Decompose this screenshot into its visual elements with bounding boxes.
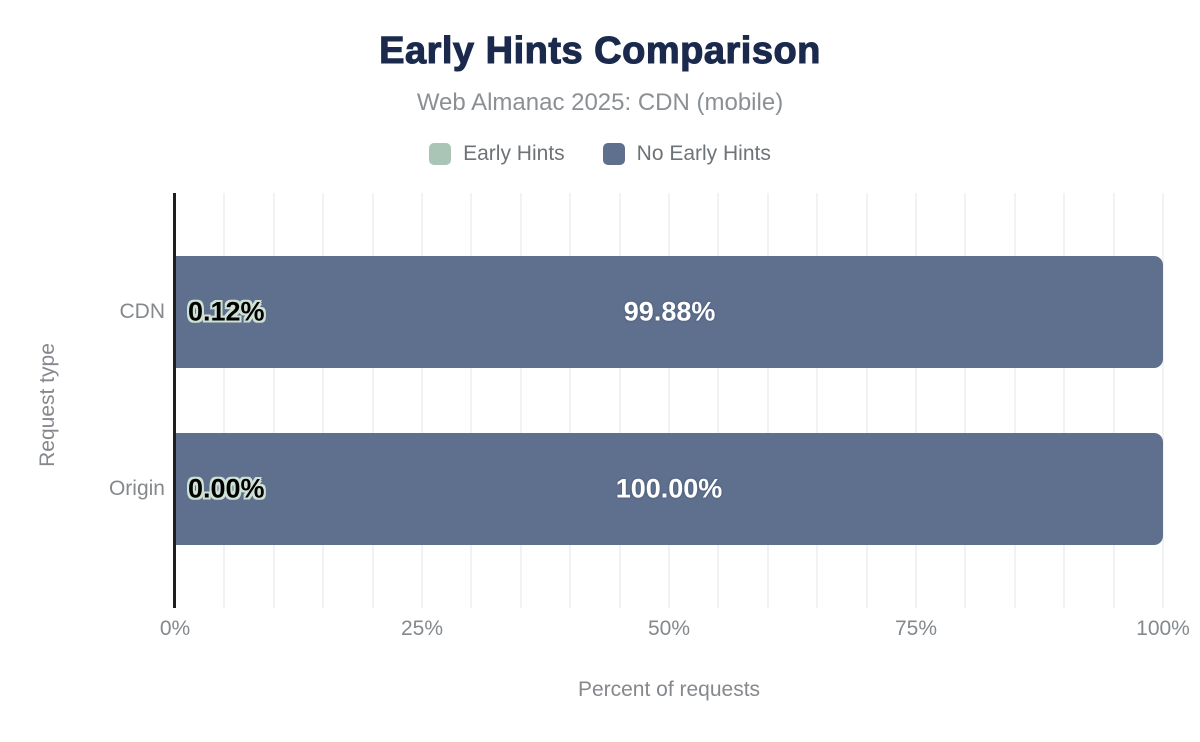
gridline (766, 193, 769, 608)
gridline (915, 193, 917, 608)
gridline (1162, 193, 1164, 608)
gridline (470, 193, 473, 608)
gridline (569, 193, 572, 608)
data-label-early-hints: 0.00% (188, 473, 265, 504)
gridline (519, 193, 522, 608)
legend-item-early-hints[interactable]: Early Hints (429, 142, 565, 166)
legend-label-early-hints: Early Hints (463, 142, 565, 165)
x-tick-label: 0% (159, 617, 191, 640)
gridline (717, 193, 720, 608)
category-label-cdn: CDN (119, 300, 166, 323)
category-label-origin: Origin (108, 477, 165, 500)
bar-row-cdn[interactable]: 0.12% 99.88% (175, 256, 1163, 368)
gridline (272, 193, 275, 608)
legend-swatch-early-hints-icon (429, 143, 452, 165)
gridline (668, 193, 670, 608)
x-tick-label: 25% (400, 617, 444, 640)
bar-segment-no-early-hints[interactable] (175, 433, 1163, 545)
legend-label-no-early-hints: No Early Hints (636, 142, 771, 165)
legend-swatch-no-early-hints-icon (602, 143, 625, 165)
data-label-early-hints: 0.12% (188, 296, 265, 327)
gridline (371, 193, 374, 608)
legend-item-no-early-hints[interactable]: No Early Hints (602, 142, 771, 166)
gridline (223, 193, 226, 608)
x-tick-label: 100% (1136, 617, 1190, 640)
x-tick-label: 50% (647, 617, 691, 640)
gridline (865, 193, 868, 608)
y-axis-line (173, 193, 176, 608)
gridline (421, 193, 423, 608)
x-axis-title: Percent of requests (577, 678, 761, 701)
gridline (1013, 193, 1016, 608)
legend: Early Hints No Early Hints (0, 142, 1200, 166)
chart-title: Early Hints Comparison (379, 29, 821, 72)
gridline (1112, 193, 1115, 608)
gridline (322, 193, 325, 608)
chart-subtitle: Web Almanac 2025: CDN (mobile) (416, 89, 784, 116)
y-axis-title: Request type (36, 343, 59, 467)
bar-segment-early-hints[interactable] (175, 256, 177, 368)
data-label-no-early-hints: 99.88% (623, 296, 716, 327)
plot-area: 0.12% 99.88% 0.00% 100.00% (173, 193, 1164, 608)
bar-segment-no-early-hints[interactable] (176, 256, 1163, 368)
gridline (618, 193, 621, 608)
data-label-no-early-hints: 100.00% (615, 473, 723, 504)
gridline (1063, 193, 1066, 608)
gridline (964, 193, 967, 608)
gridline (816, 193, 819, 608)
bar-row-origin[interactable]: 0.00% 100.00% (175, 433, 1163, 545)
x-tick-label: 75% (894, 617, 938, 640)
